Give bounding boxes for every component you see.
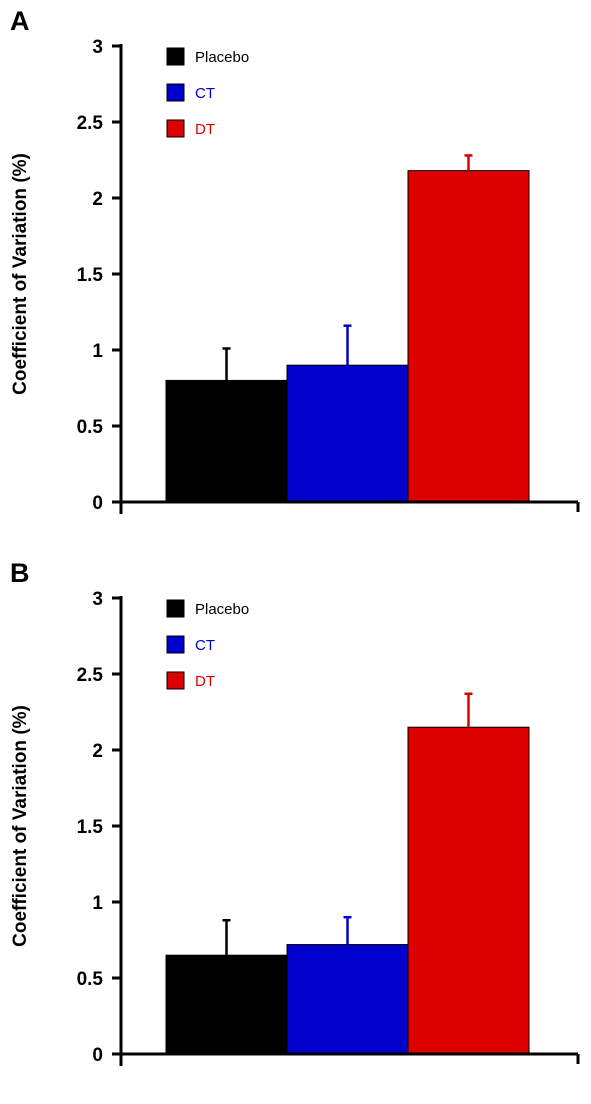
y-tick-label: 1.5 <box>77 817 104 838</box>
y-tick-label: 3 <box>92 589 103 610</box>
legend-swatch-dt <box>166 671 185 690</box>
chart-panel-a: A Coefficient of Variation (%) 0 0.5 1 1.5 2 2.… <box>10 6 580 514</box>
y-tick-label: 2.5 <box>77 113 104 134</box>
y-tick-label: 2.5 <box>77 665 104 686</box>
y-tick-label: 0.5 <box>77 969 104 990</box>
legend-swatch-dt <box>166 119 185 138</box>
bar-placebo <box>165 379 288 503</box>
y-tick-label: 2 <box>92 189 103 210</box>
legend-label-dt: DT <box>195 121 215 138</box>
bar-chart-b: B Coefficient of Variation (%) 0 0.5 1 1.5 2 2.… <box>10 558 580 1066</box>
legend-swatch-placebo <box>166 47 185 66</box>
y-axis-label: Coefficient of Variation (%) <box>10 153 31 395</box>
y-tick-label: 3 <box>92 37 103 58</box>
legend-swatch-ct <box>166 635 185 654</box>
bar-dt <box>407 170 530 503</box>
legend-label-ct: CT <box>195 637 215 654</box>
bar-ct <box>286 364 409 503</box>
y-tick-label: 1 <box>92 341 103 362</box>
panel-label: A <box>10 6 30 36</box>
legend-label-ct: CT <box>195 85 215 102</box>
y-tick-label: 1 <box>92 893 103 914</box>
bar-ct <box>286 944 409 1055</box>
legend-label-placebo: Placebo <box>195 49 249 66</box>
y-tick-label: 0 <box>92 493 103 514</box>
legend-label-dt: DT <box>195 673 215 690</box>
bar-placebo <box>165 954 288 1055</box>
bar-chart-a: A Coefficient of Variation (%) 0 0.5 1 1.5 2 2.… <box>10 6 580 514</box>
legend-swatch-ct <box>166 83 185 102</box>
y-axis-label: Coefficient of Variation (%) <box>10 705 31 947</box>
chart-panel-b: B Coefficient of Variation (%) 0 0.5 1 1.5 2 2.… <box>0 552 591 1104</box>
panel-label: B <box>10 558 30 588</box>
y-tick-label: 0.5 <box>77 417 104 438</box>
y-tick-label: 1.5 <box>77 265 104 286</box>
y-tick-label: 0 <box>92 1045 103 1066</box>
y-tick-label: 2 <box>92 741 103 762</box>
legend-swatch-placebo <box>166 599 185 618</box>
bar-dt <box>407 726 530 1055</box>
legend-label-placebo: Placebo <box>195 601 249 618</box>
